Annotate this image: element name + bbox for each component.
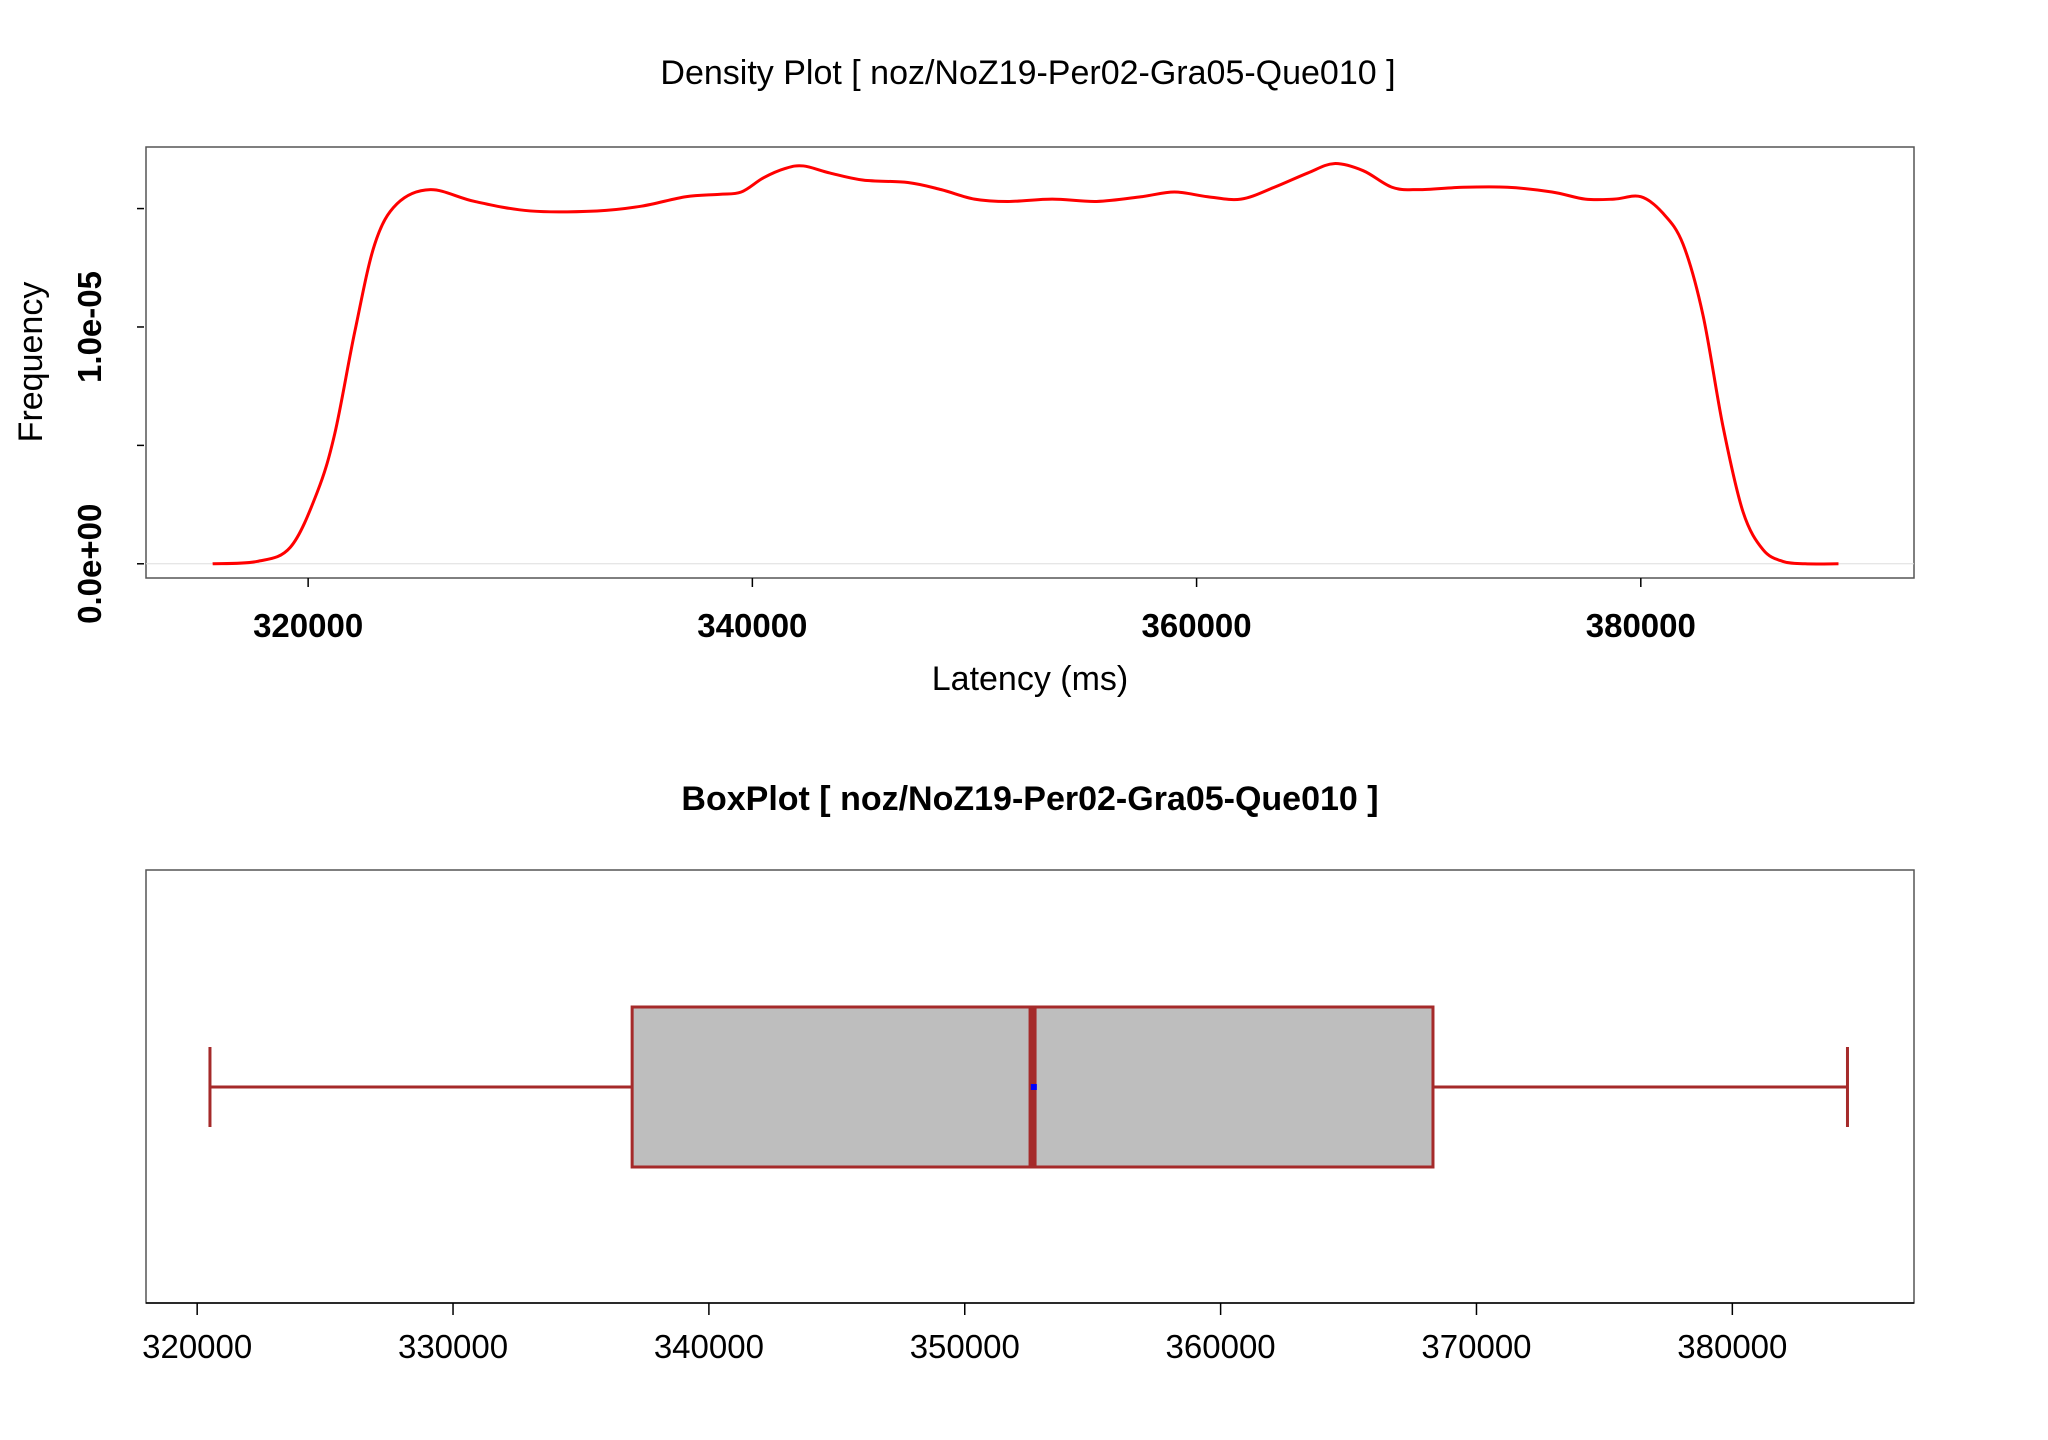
density-x-axis: 320000 340000 360000 380000 [253,578,1696,644]
density-plot: Density Plot [ noz/NoZ19-Per02-Gra05-Que… [12,54,1915,698]
density-y-tick-label: 1.0e-05 [71,271,108,383]
density-x-tick-label: 320000 [253,607,363,644]
boxplot-box-group [208,1005,1849,1169]
boxplot-x-tick-label: 380000 [1677,1328,1787,1365]
density-y-axis: 0.0e+00 1.0e-05 [71,207,144,624]
boxplot-x-tick-label: 330000 [398,1328,508,1365]
boxplot-x-axis: 320000 330000 340000 350000 360000 370000 3800… [142,1303,1787,1365]
density-x-tick-label: 340000 [697,607,807,644]
density-x-axis-label: Latency (ms) [932,660,1129,698]
density-series-line [212,162,1839,566]
box-plot: BoxPlot [ noz/NoZ19-Per02-Gra05-Que010 ]… [142,780,1915,1365]
density-y-tick-label: 0.0e+00 [71,504,108,624]
boxplot-x-tick-label: 340000 [654,1328,764,1365]
density-x-tick-label: 380000 [1586,607,1696,644]
boxplot-x-tick-label: 320000 [142,1328,252,1365]
boxplot-x-tick-label: 360000 [1166,1328,1276,1365]
boxplot-mean-marker [1030,1084,1037,1090]
density-y-axis-label: Frequency [12,282,50,443]
density-x-tick-label: 360000 [1142,607,1252,644]
density-plot-frame [145,146,1915,579]
boxplot-title: BoxPlot [ noz/NoZ19-Per02-Gra05-Que010 ] [681,780,1378,818]
density-title: Density Plot [ noz/NoZ19-Per02-Gra05-Que… [660,54,1395,92]
boxplot-x-tick-label: 350000 [910,1328,1020,1365]
boxplot-x-tick-label: 370000 [1421,1328,1531,1365]
